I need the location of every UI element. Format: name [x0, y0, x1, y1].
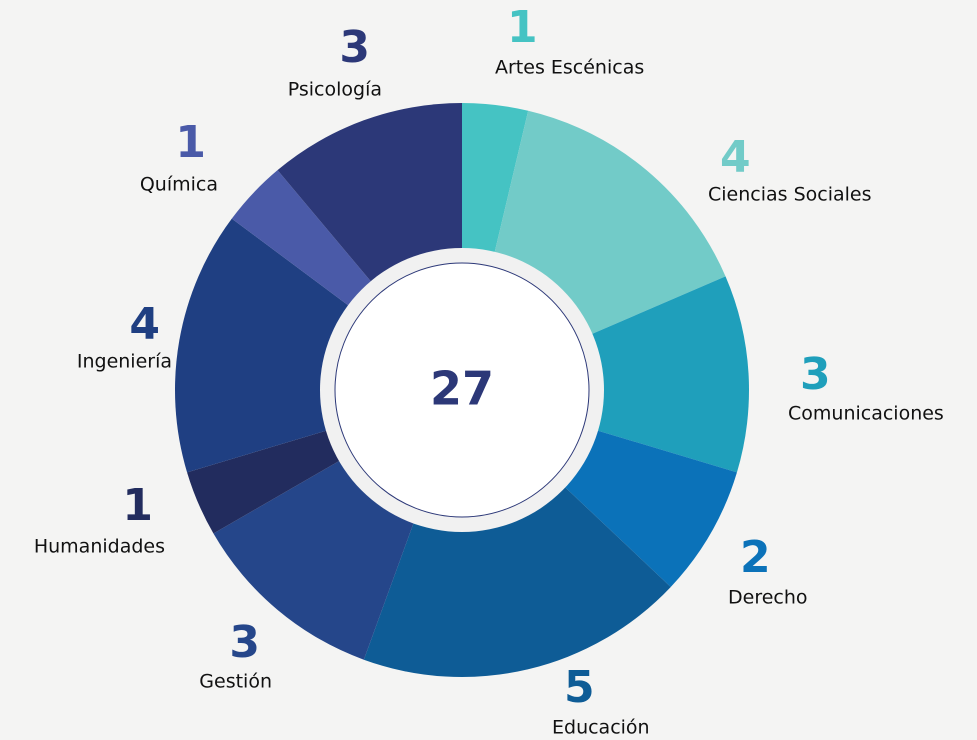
category-label: Educación [552, 717, 650, 739]
slice [462, 276, 749, 473]
category-label: Comunicaciones [788, 403, 944, 425]
value-label: 5 [564, 662, 595, 713]
total-label: 27 [430, 362, 494, 416]
value-label: 3 [229, 617, 260, 668]
value-label: 2 [740, 532, 771, 583]
category-label: Gestión [199, 671, 272, 693]
value-label: 1 [122, 480, 153, 531]
category-label: Psicología [288, 79, 382, 101]
category-label: Humanidades [34, 536, 165, 558]
value-label: 3 [800, 349, 831, 400]
category-label: Ingeniería [77, 351, 172, 373]
category-label: Ciencias Sociales [708, 184, 872, 206]
category-label: Química [140, 174, 218, 196]
value-label: 3 [339, 22, 370, 73]
value-label: 4 [720, 132, 751, 183]
center-circle [334, 262, 590, 518]
value-label: 4 [129, 299, 160, 350]
value-label: 1 [507, 2, 538, 53]
value-label: 1 [175, 117, 206, 168]
category-label: Artes Escénicas [495, 57, 644, 79]
category-label: Derecho [728, 587, 808, 609]
